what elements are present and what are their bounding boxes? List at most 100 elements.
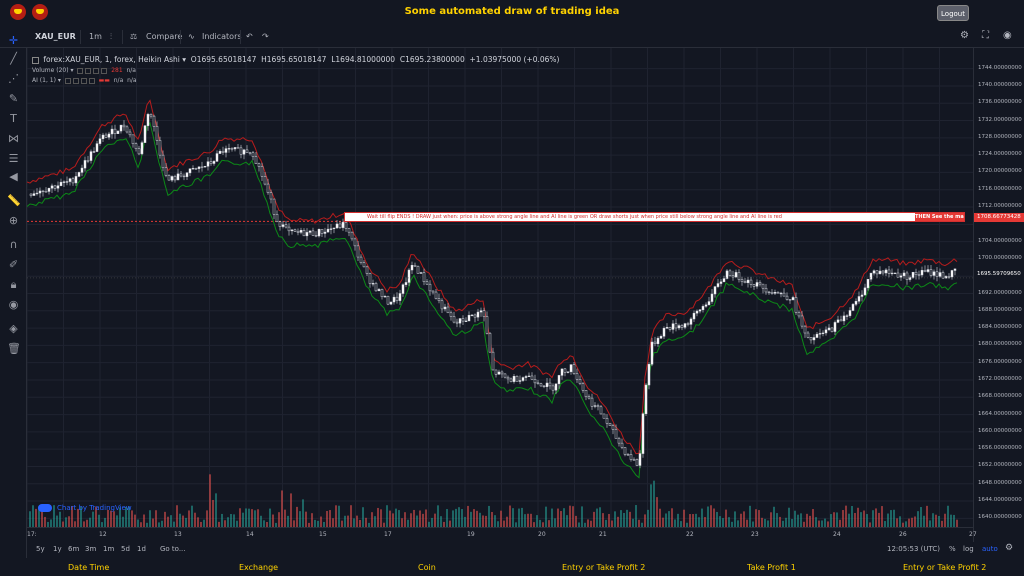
- candle-body: [521, 377, 525, 381]
- undo-icon[interactable]: ↶: [246, 32, 253, 41]
- fib-icon[interactable]: ⋰: [8, 72, 19, 85]
- volume-bar: [101, 522, 103, 527]
- camera-icon[interactable]: ◉: [1003, 30, 1012, 41]
- compare-button[interactable]: Compare: [146, 32, 183, 41]
- candle-body: [275, 214, 279, 222]
- interval-selector[interactable]: 1m: [89, 32, 102, 41]
- magnet-icon[interactable]: ∩: [9, 238, 18, 251]
- volume-bar: [83, 521, 85, 527]
- settings-icon[interactable]: ⚙: [960, 30, 969, 41]
- volume-bar: [572, 506, 574, 527]
- volume-bar: [797, 514, 799, 527]
- clock[interactable]: 12:05:53 (UTC): [887, 545, 941, 553]
- redo-icon[interactable]: ↷: [262, 32, 269, 41]
- goto-button[interactable]: Go to...: [160, 545, 186, 553]
- layers-icon[interactable]: ◈: [9, 322, 18, 335]
- price-axis[interactable]: 1744.00000000 1740.00000000 1736.00000000 1…: [973, 48, 1024, 542]
- dropdown-icon[interactable]: ▾: [182, 55, 187, 64]
- range-1d[interactable]: 1d: [137, 545, 146, 553]
- candle-body: [164, 167, 168, 176]
- eye-icon[interactable]: ◉: [8, 298, 19, 311]
- candle-body: [590, 397, 594, 407]
- candle-body: [323, 231, 327, 234]
- volume-bar: [404, 512, 406, 527]
- range-3m[interactable]: 3m: [85, 545, 97, 553]
- volume-bar: [476, 510, 478, 527]
- range-5d[interactable]: 5d: [121, 545, 130, 553]
- pattern-icon[interactable]: ⋈: [8, 132, 19, 145]
- footer-tp1: Take Profit 1: [747, 563, 796, 572]
- candle-body: [410, 265, 414, 271]
- volume-bar: [365, 517, 367, 527]
- candle-body: [179, 173, 183, 177]
- collapse-icon[interactable]: [32, 56, 39, 64]
- range-1y[interactable]: 1y: [53, 545, 62, 553]
- trendline-icon[interactable]: ╱: [10, 52, 17, 65]
- chart-style-icon[interactable]: ⫶: [110, 32, 112, 41]
- range-1m[interactable]: 1m: [103, 545, 115, 553]
- volume-bar: [125, 506, 127, 527]
- candle-body: [530, 375, 534, 380]
- volume-bar: [494, 515, 496, 527]
- candle-body: [341, 222, 345, 228]
- time-axis[interactable]: 12 13 14 15 17 19 20 21 22 23 24 26 27 17:: [27, 527, 977, 541]
- axis-settings-icon[interactable]: ⚙: [1005, 543, 1014, 553]
- volume-bar: [611, 520, 613, 527]
- candle-body: [482, 310, 486, 317]
- range-5y[interactable]: 5y: [36, 545, 45, 553]
- volume-bar: [92, 511, 94, 527]
- lock-icon[interactable]: 🔒︎: [10, 278, 17, 291]
- text-icon[interactable]: T: [10, 112, 17, 125]
- volume-bar: [38, 506, 40, 527]
- crosshair-icon[interactable]: ✛: [8, 34, 19, 47]
- log-toggle[interactable]: log: [963, 545, 974, 553]
- volume-indicator[interactable]: Volume (20) ▾ 281 n/a: [32, 67, 136, 74]
- candle-body: [857, 296, 861, 302]
- candle-body: [506, 376, 510, 380]
- tradingview-watermark[interactable]: Chart by TradingView: [38, 504, 132, 512]
- candle-body: [227, 148, 231, 150]
- symbol-search[interactable]: XAU_EUR: [35, 32, 76, 41]
- candle-body: [413, 265, 417, 267]
- volume-bar: [806, 513, 808, 527]
- time-tick: 26: [899, 531, 907, 538]
- volume-bar: [224, 520, 226, 527]
- volume-bar: [464, 516, 466, 527]
- auto-toggle[interactable]: auto: [982, 545, 998, 553]
- price-tick: 1744.00000000: [978, 64, 1022, 71]
- price-chart[interactable]: [27, 48, 973, 542]
- candle-body: [587, 396, 591, 399]
- volume-bar: [158, 522, 160, 527]
- prediction-icon[interactable]: ☰: [8, 152, 19, 165]
- volume-bar: [341, 520, 343, 527]
- candle-body: [209, 161, 213, 164]
- volume-bar: [497, 521, 499, 527]
- volume-bar: [107, 509, 109, 527]
- volume-bar: [170, 515, 172, 527]
- fullscreen-icon[interactable]: ⛶: [982, 30, 989, 41]
- volume-bar: [62, 521, 64, 527]
- volume-bar: [119, 507, 121, 527]
- volume-bar: [104, 517, 106, 527]
- candle-body: [686, 323, 690, 325]
- percent-toggle[interactable]: %: [949, 545, 956, 553]
- volume-bar: [584, 522, 586, 527]
- back-arrow-icon[interactable]: ◀: [9, 170, 18, 183]
- pencil-lock-icon[interactable]: ✐: [8, 258, 19, 271]
- candle-body: [431, 290, 435, 293]
- trash-icon[interactable]: 🗑︎: [7, 342, 21, 355]
- candle-body: [926, 269, 930, 272]
- trading-idea-banner: Wait till flip ENDS ! DRAW just when: pr…: [344, 212, 965, 222]
- zoom-icon[interactable]: ⊕: [8, 214, 19, 227]
- indicators-button[interactable]: Indicators: [202, 32, 242, 41]
- range-6m[interactable]: 6m: [68, 545, 80, 553]
- chart-legend: forex:XAU_EUR, 1, forex, Heikin Ashi ▾ O…: [32, 55, 559, 64]
- logout-button[interactable]: Logout: [937, 5, 969, 21]
- volume-bar: [350, 505, 352, 527]
- volume-bar: [953, 514, 955, 527]
- volume-bar: [647, 509, 649, 527]
- ai-indicator[interactable]: AI (1, 1) ▾ ▬▬ n/a n/a: [32, 77, 137, 84]
- ruler-icon[interactable]: 📏: [7, 194, 21, 207]
- candle-body: [371, 283, 375, 285]
- brush-icon[interactable]: ✎: [8, 92, 19, 105]
